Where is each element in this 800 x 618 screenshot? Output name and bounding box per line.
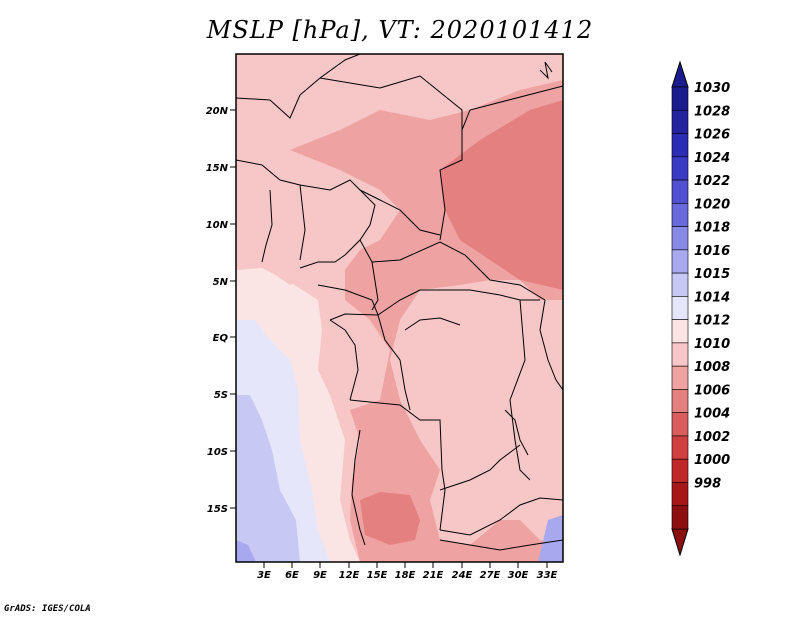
lat-axis: 20N 15N 10N 5N EQ 5S 10S 15S	[206, 106, 236, 515]
lon-label-3e: 3E	[257, 570, 271, 581]
colorbar-box	[671, 342, 689, 367]
colorbar-label: 1030	[694, 81, 730, 96]
ocean-blue-corner-se	[538, 515, 563, 562]
footer-credit: GrADS: IGES/COLA	[4, 604, 91, 614]
lat-label-10s: 10S	[207, 447, 228, 458]
colorbar-boxes	[671, 86, 689, 530]
colorbar-label: 1020	[694, 197, 730, 212]
colorbar-box	[671, 272, 689, 297]
land-dark-zone-south	[360, 492, 420, 545]
lat-label-5n: 5N	[213, 277, 229, 288]
lon-label-21e: 21E	[423, 570, 444, 581]
colorbar-label: 1022	[694, 174, 730, 189]
lat-label-15s: 15S	[207, 504, 228, 515]
colorbar-box	[671, 226, 689, 251]
colorbar-box	[671, 365, 689, 390]
lon-label-9e: 9E	[313, 570, 327, 581]
land-light-zone	[236, 54, 300, 140]
colorbar-label: 1002	[694, 430, 730, 445]
colorbar: 1030 1028 1026 1024 1022 1020 1018 1016 1015 1014…	[671, 60, 730, 557]
colorbar-labels: 1030 1028 1026 1024 1022 1020 1018 1016 1015 1014…	[694, 81, 730, 492]
lat-label-20n: 20N	[206, 106, 229, 117]
colorbar-label: 1014	[694, 290, 730, 305]
land-light-zone-west	[262, 185, 365, 285]
colorbar-box	[671, 482, 689, 507]
colorbar-label: 1024	[694, 151, 730, 166]
lon-label-30e: 30E	[508, 570, 529, 581]
colorbar-box	[671, 203, 689, 227]
colorbar-box	[671, 179, 689, 204]
pressure-field	[236, 54, 563, 562]
map-title: MSLP [hPa], VT: 2020101412	[206, 16, 594, 44]
colorbar-label: 1028	[694, 104, 730, 119]
colorbar-box	[671, 412, 689, 437]
lat-label-eq: EQ	[213, 333, 229, 344]
lon-label-27e: 27E	[480, 570, 501, 581]
colorbar-box	[671, 319, 689, 344]
colorbar-label: 998	[694, 477, 721, 492]
land-dark-zone	[440, 100, 563, 290]
lat-label-5s: 5S	[214, 390, 228, 401]
colorbar-box	[671, 505, 689, 530]
colorbar-label: 1012	[694, 314, 730, 329]
colorbar-label: 1026	[694, 128, 730, 143]
lat-label-15n: 15N	[206, 163, 229, 174]
country-borders	[236, 54, 563, 551]
lon-label-33e: 33E	[537, 570, 558, 581]
colorbar-label: 1006	[694, 383, 730, 398]
colorbar-box	[671, 86, 689, 111]
lon-label-18e: 18E	[395, 570, 416, 581]
colorbar-label: 1010	[694, 337, 730, 352]
lon-label-6e: 6E	[285, 570, 299, 581]
colorbar-box	[671, 389, 689, 413]
colorbar-label: 1015	[694, 267, 730, 282]
colorbar-top-arrow	[671, 60, 689, 88]
colorbar-box	[671, 435, 689, 460]
colorbar-box	[671, 458, 689, 483]
map-frame	[235, 53, 564, 563]
ocean-far-band	[236, 395, 300, 562]
lon-label-12e: 12E	[339, 570, 360, 581]
colorbar-bottom-arrow	[671, 528, 689, 557]
ocean-corner	[236, 540, 256, 562]
colorbar-label: 1016	[694, 244, 730, 259]
colorbar-label: 1018	[694, 221, 730, 236]
colorbar-box	[671, 249, 689, 274]
lat-label-10n: 10N	[206, 220, 229, 231]
colorbar-label: 1000	[694, 453, 730, 468]
colorbar-label: 1004	[694, 407, 730, 422]
lon-label-15e: 15E	[367, 570, 388, 581]
lon-axis: 3E 6E 9E 12E 15E 18E 21E 24E 27E 30E 33E	[257, 562, 558, 581]
colorbar-box	[671, 109, 689, 134]
colorbar-box	[671, 296, 689, 320]
colorbar-box	[671, 156, 689, 181]
lon-label-24e: 24E	[452, 570, 473, 581]
colorbar-label: 1008	[694, 360, 730, 375]
colorbar-box	[671, 133, 689, 158]
